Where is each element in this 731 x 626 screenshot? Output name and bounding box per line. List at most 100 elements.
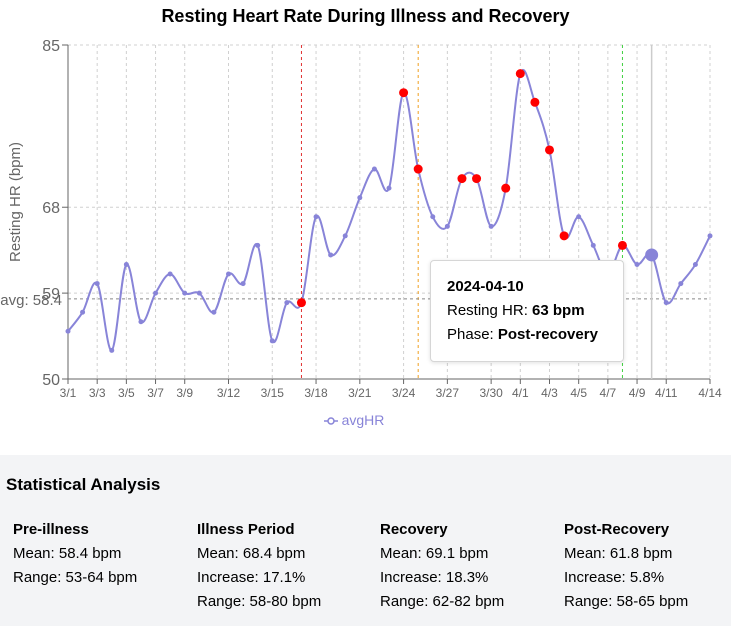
x-tick-label: 3/15 xyxy=(261,386,285,400)
stat-line: Mean: 58.4 bpm xyxy=(13,545,122,562)
stat-line: Range: 62-82 bpm xyxy=(380,593,505,610)
x-tick-label: 4/1 xyxy=(512,386,529,400)
data-point xyxy=(357,195,363,201)
stat-line: Mean: 61.8 bpm xyxy=(564,545,673,562)
y-tick-label: 85 xyxy=(42,38,60,55)
statistical-analysis-panel: Statistical Analysis Pre-illness Mean: 5… xyxy=(0,455,731,626)
data-point xyxy=(328,252,334,258)
data-point xyxy=(196,290,202,296)
reference-marker xyxy=(297,33,305,41)
highlight-data-point xyxy=(472,174,482,184)
x-tick-label: 3/21 xyxy=(348,386,372,400)
x-tick-label: 3/9 xyxy=(176,386,193,400)
x-tick-label: 3/30 xyxy=(479,386,503,400)
chart-title: Resting Heart Rate During Illness and Re… xyxy=(161,6,570,26)
active-data-point xyxy=(645,248,659,262)
stat-col-post-recovery: Post-Recovery Mean: 61.8 bpm Increase: 5… xyxy=(564,518,688,614)
x-tick-label: 4/5 xyxy=(570,386,587,400)
stat-line: Range: 58-80 bpm xyxy=(197,593,322,610)
x-tick-label: 3/24 xyxy=(392,386,416,400)
data-point xyxy=(692,261,698,267)
highlight-data-point xyxy=(559,231,569,241)
chart-legend[interactable]: avgHR xyxy=(0,412,708,428)
data-point xyxy=(65,328,71,334)
stat-col-pre-illness: Pre-illness Mean: 58.4 bpm Range: 53-64 … xyxy=(13,518,137,590)
data-point xyxy=(430,214,436,220)
highlight-data-point xyxy=(296,298,306,308)
data-point xyxy=(269,338,275,344)
stat-line: Mean: 68.4 bpm xyxy=(197,545,306,562)
highlight-data-point xyxy=(501,183,511,193)
data-point xyxy=(634,261,640,267)
data-point xyxy=(138,319,144,325)
chart-tooltip: 2024-04-10 Resting HR: 63 bpm Phase: Pos… xyxy=(430,260,624,362)
data-point xyxy=(386,185,392,191)
y-tick-label: 68 xyxy=(42,200,60,217)
x-tick-label: 4/9 xyxy=(629,386,646,400)
data-point xyxy=(342,233,348,239)
x-tick-label: 4/14 xyxy=(698,386,722,400)
highlight-data-point xyxy=(530,97,540,107)
data-point xyxy=(371,166,377,172)
highlight-data-point xyxy=(617,240,627,250)
data-point xyxy=(576,214,582,220)
tooltip-hr-value: 63 bpm xyxy=(532,302,585,319)
tooltip-hr: Resting HR: 63 bpm xyxy=(447,302,585,319)
x-tick-label: 4/3 xyxy=(541,386,558,400)
stat-line: Mean: 69.1 bpm xyxy=(380,545,489,562)
data-point xyxy=(590,242,596,248)
stat-col-title: Post-Recovery xyxy=(564,521,670,538)
data-point xyxy=(182,290,188,296)
highlight-data-point xyxy=(457,174,467,184)
stat-col-title: Illness Period xyxy=(197,521,295,538)
data-point xyxy=(284,300,290,306)
x-tick-label: 3/1 xyxy=(60,386,77,400)
data-point xyxy=(313,214,319,220)
data-point xyxy=(663,300,669,306)
data-point xyxy=(153,290,159,296)
x-tick-label: 3/18 xyxy=(304,386,328,400)
data-point xyxy=(123,261,129,267)
data-point xyxy=(255,242,261,248)
y-tick-label: 50 xyxy=(42,372,60,389)
stat-line: Increase: 5.8% xyxy=(564,569,665,586)
y-axis-label: Resting HR (bpm) xyxy=(7,142,24,262)
stats-title: Statistical Analysis xyxy=(6,475,161,494)
highlight-data-point xyxy=(399,88,409,98)
x-tick-label: 4/7 xyxy=(600,386,617,400)
tooltip-phase-value: Post-recovery xyxy=(497,326,598,343)
stat-col-title: Pre-illness xyxy=(13,521,89,538)
data-point xyxy=(226,271,231,277)
stat-line: Range: 58-65 bpm xyxy=(564,593,689,610)
reference-marker xyxy=(618,33,626,41)
stat-col-recovery: Recovery Mean: 69.1 bpm Increase: 18.3% … xyxy=(380,518,504,614)
y-tick-label: 59 xyxy=(42,286,60,303)
legend-line-icon xyxy=(323,417,338,426)
data-point xyxy=(707,233,713,239)
data-point xyxy=(167,271,173,277)
data-point xyxy=(211,309,217,315)
x-tick-label: 4/11 xyxy=(655,386,678,400)
legend-label-avghr: avgHR xyxy=(341,412,385,428)
tooltip-phase: Phase: Post-recovery xyxy=(447,326,598,343)
highlight-data-point xyxy=(515,69,525,79)
data-point xyxy=(80,309,86,315)
x-tick-label: 3/27 xyxy=(436,386,460,400)
stat-line: Increase: 18.3% xyxy=(380,569,489,586)
data-point xyxy=(444,223,450,229)
data-point xyxy=(109,347,115,353)
stat-line: Range: 53-64 bpm xyxy=(13,569,138,586)
data-point xyxy=(488,223,494,229)
highlight-data-point xyxy=(413,164,423,174)
tooltip-date: 2024-04-10 xyxy=(447,278,524,295)
highlight-data-point xyxy=(545,145,554,155)
data-point xyxy=(94,281,100,287)
data-point xyxy=(240,281,246,287)
x-tick-label: 3/5 xyxy=(118,386,135,400)
x-tick-label: 3/7 xyxy=(147,386,164,400)
x-tick-label: 3/12 xyxy=(217,386,241,400)
data-point xyxy=(678,281,684,287)
stat-col-illness-period: Illness Period Mean: 68.4 bpm Increase: … xyxy=(197,518,321,614)
stat-line: Increase: 17.1% xyxy=(197,569,306,586)
stat-col-title: Recovery xyxy=(380,521,448,538)
